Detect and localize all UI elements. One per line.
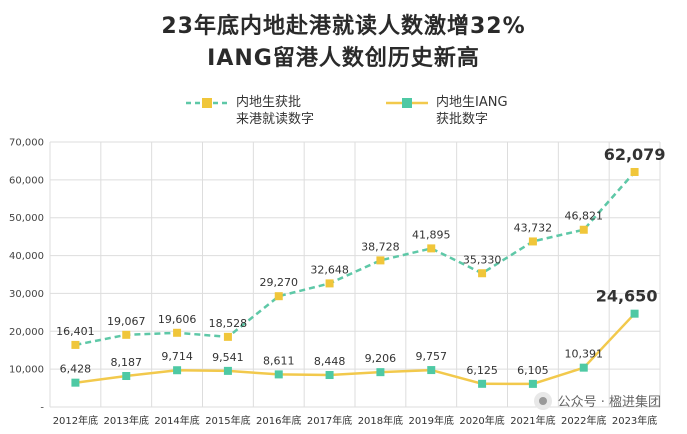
data-point-students bbox=[579, 225, 588, 234]
data-point-students bbox=[427, 244, 436, 253]
data-label-iang: 9,714 bbox=[161, 350, 193, 363]
data-label-students: 41,895 bbox=[412, 228, 451, 241]
chart-title-line2: IANG留港人数创历史新高 bbox=[207, 46, 480, 71]
x-tick-label: 2018年底 bbox=[358, 414, 403, 427]
data-point-iang bbox=[71, 378, 80, 387]
data-point-iang bbox=[427, 366, 436, 375]
data-point-students bbox=[478, 269, 487, 278]
data-label-iang: 9,541 bbox=[212, 351, 244, 364]
wechat-icon bbox=[533, 391, 552, 410]
data-label-iang: 8,187 bbox=[111, 356, 143, 369]
data-label-iang: 9,206 bbox=[365, 352, 397, 365]
data-label-students: 43,732 bbox=[514, 221, 553, 234]
y-tick-label: - bbox=[40, 403, 44, 414]
data-label-students: 62,079 bbox=[604, 145, 666, 164]
data-label-students: 46,821 bbox=[565, 210, 604, 223]
x-tick-label: 2023年底 bbox=[612, 414, 657, 427]
data-point-students bbox=[122, 330, 131, 339]
watermark: 公众号 · 楹进集团 bbox=[533, 391, 661, 410]
data-label-students: 35,330 bbox=[463, 253, 502, 266]
legend-swatch-dashed bbox=[186, 98, 228, 108]
watermark-text: 公众号 · 楹进集团 bbox=[557, 395, 661, 410]
data-point-iang bbox=[223, 366, 232, 375]
x-tick-label: 2014年底 bbox=[154, 414, 199, 427]
chart-title-line1: 23年底内地赴港就读人数激增32% bbox=[161, 14, 526, 39]
x-tick-label: 2013年底 bbox=[104, 414, 149, 427]
data-point-students bbox=[528, 237, 537, 246]
data-point-iang bbox=[274, 370, 283, 379]
data-point-iang bbox=[122, 372, 131, 381]
x-tick-label: 2021年底 bbox=[510, 414, 555, 427]
y-tick-label: 30,000 bbox=[9, 289, 44, 300]
series-line-students bbox=[75, 171, 636, 347]
data-point-students bbox=[173, 328, 182, 337]
data-label-iang: 24,650 bbox=[596, 287, 658, 306]
y-tick-label: 50,000 bbox=[9, 213, 44, 224]
legend-item-series2: 内地生IANG 获批数字 bbox=[384, 94, 508, 128]
data-label-iang: 9,757 bbox=[416, 350, 448, 363]
legend-item-series1: 内地生获批 来港就读数字 bbox=[184, 94, 314, 128]
data-point-iang bbox=[630, 309, 639, 318]
data-point-iang bbox=[376, 368, 385, 377]
data-label-students: 32,648 bbox=[310, 263, 349, 276]
data-point-iang bbox=[173, 366, 182, 375]
legend-label-series2: 内地生IANG 获批数字 bbox=[436, 95, 508, 127]
data-label-students: 19,606 bbox=[158, 313, 197, 326]
data-point-iang bbox=[579, 363, 588, 372]
data-label-students: 38,728 bbox=[361, 240, 400, 253]
x-tick-label: 2020年底 bbox=[459, 414, 504, 427]
y-tick-label: 70,000 bbox=[9, 138, 44, 149]
y-tick-label: 10,000 bbox=[9, 365, 44, 376]
data-label-iang: 6,125 bbox=[466, 364, 498, 377]
data-point-students bbox=[223, 332, 232, 341]
x-tick-label: 2022年底 bbox=[561, 414, 606, 427]
x-tick-label: 2015年底 bbox=[205, 414, 250, 427]
y-tick-label: 20,000 bbox=[9, 327, 44, 338]
data-label-iang: 6,105 bbox=[517, 364, 549, 377]
data-point-students bbox=[376, 256, 385, 265]
data-label-iang: 6,428 bbox=[60, 363, 92, 376]
y-tick-label: 60,000 bbox=[9, 175, 44, 186]
data-point-iang bbox=[325, 371, 334, 380]
x-tick-label: 2016年底 bbox=[256, 414, 301, 427]
series-line-iang bbox=[75, 312, 636, 386]
data-point-iang bbox=[478, 379, 487, 388]
data-point-students bbox=[630, 167, 639, 176]
legend-label-series1: 内地生获批 来港就读数字 bbox=[236, 95, 315, 127]
data-label-students: 18,528 bbox=[209, 317, 248, 330]
data-label-iang: 8,448 bbox=[314, 355, 346, 368]
data-label-students: 29,270 bbox=[260, 276, 299, 289]
data-label-students: 16,401 bbox=[56, 325, 95, 338]
data-label-iang: 10,391 bbox=[565, 348, 604, 361]
data-point-students bbox=[71, 340, 80, 349]
data-label-iang: 8,611 bbox=[263, 354, 295, 367]
x-tick-label: 2017年底 bbox=[307, 414, 352, 427]
data-label-students: 19,067 bbox=[107, 315, 146, 328]
data-point-students bbox=[274, 292, 283, 301]
x-tick-label: 2012年底 bbox=[53, 414, 98, 427]
legend-swatch-solid bbox=[386, 98, 428, 108]
y-tick-label: 40,000 bbox=[9, 251, 44, 262]
data-point-students bbox=[325, 279, 334, 288]
data-point-iang bbox=[528, 379, 537, 388]
x-tick-label: 2019年底 bbox=[409, 414, 454, 427]
